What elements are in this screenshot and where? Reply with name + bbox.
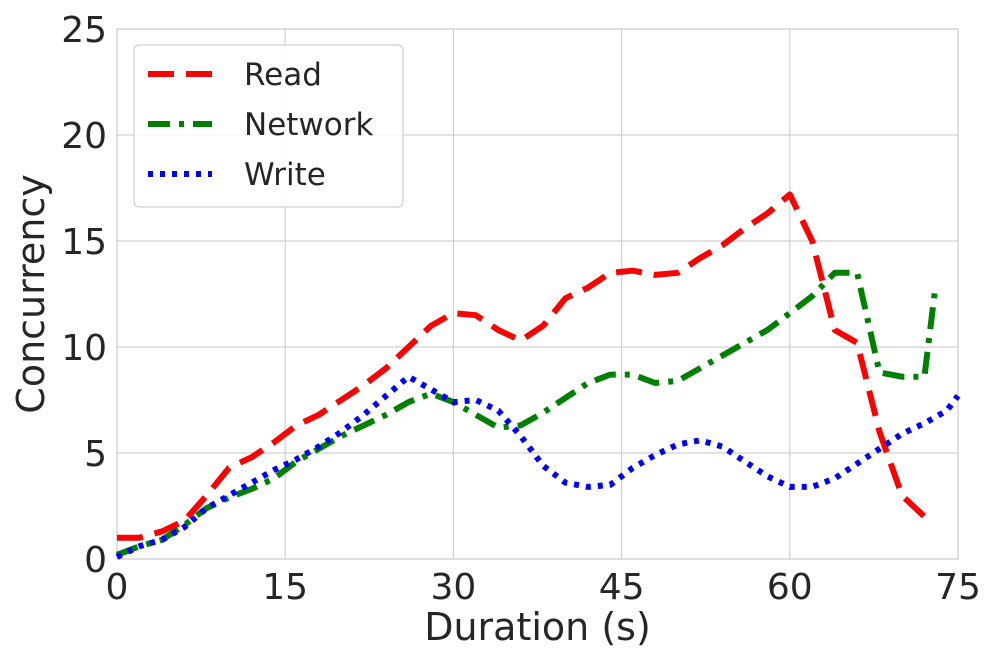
- x-tick-label: 15: [262, 567, 308, 608]
- y-tick-label: 25: [61, 10, 107, 51]
- legend: Read Network Write: [133, 44, 404, 208]
- y-tick-label: 5: [84, 434, 107, 475]
- x-tick-label: 0: [106, 567, 129, 608]
- legend-label-read: Read: [244, 57, 322, 93]
- x-tick-label: 75: [935, 567, 981, 608]
- x-axis-label: Duration (s): [424, 605, 651, 649]
- x-tick-labels: 0 15 30 45 60 75: [106, 567, 981, 608]
- legend-box: [133, 44, 404, 208]
- y-tick-label: 15: [61, 222, 107, 263]
- series-line-read: [117, 191, 936, 541]
- x-tick-label: 60: [767, 567, 813, 608]
- series-line-network: [115, 269, 939, 558]
- y-axis-label: Concurrency: [9, 174, 53, 413]
- x-tick-label: 30: [430, 567, 476, 608]
- x-tick-label: 45: [599, 567, 645, 608]
- legend-label-write: Write: [244, 157, 326, 193]
- y-tick-label: 20: [61, 116, 107, 157]
- y-tick-label: 10: [61, 328, 107, 369]
- y-tick-labels: 0 5 10 15 20 25: [61, 10, 107, 581]
- y-tick-label: 0: [84, 540, 107, 581]
- plot-frame: [116, 28, 959, 560]
- series-line-write: [115, 373, 961, 560]
- legend-label-network: Network: [244, 107, 373, 143]
- series-group: [115, 191, 961, 560]
